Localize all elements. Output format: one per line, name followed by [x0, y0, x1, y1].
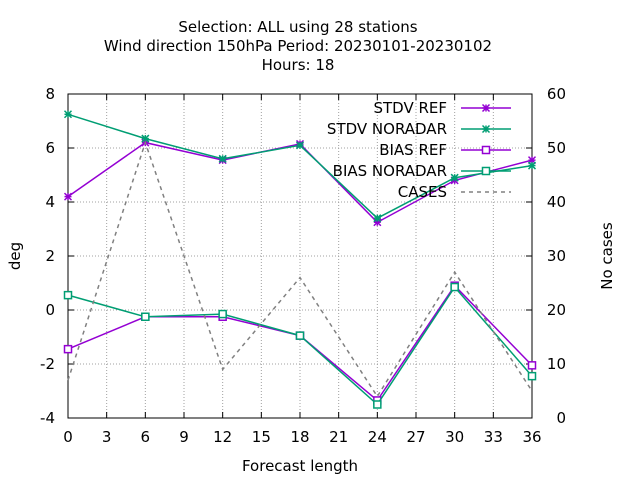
- legend-entry: BIAS REF: [379, 141, 511, 159]
- x-tick-label: 0: [63, 428, 73, 446]
- data-point: [63, 290, 73, 300]
- legend-label: BIAS NORADAR: [333, 162, 447, 180]
- series-layer: [63, 110, 537, 409]
- legend: STDV REF STDV NORADAR BIAS REF BIAS NORADAR…: [327, 99, 511, 201]
- y2-tick-label: 30: [547, 247, 566, 265]
- y2-tick-label: 60: [547, 85, 566, 103]
- legend-entry: CASES: [398, 183, 511, 201]
- x-tick-label: 33: [484, 428, 503, 446]
- legend-entry: STDV NORADAR: [327, 120, 511, 138]
- legend-label: STDV REF: [373, 99, 447, 117]
- y2-axis-label: No cases: [598, 222, 616, 290]
- data-point: [295, 331, 305, 340]
- y2-tick-label: 10: [547, 355, 566, 373]
- x-tick-label: 21: [329, 428, 348, 446]
- data-point: [141, 312, 150, 321]
- legend-label: STDV NORADAR: [327, 120, 447, 138]
- x-tick-label: 6: [141, 428, 151, 446]
- series: [63, 110, 537, 223]
- legend-entry: STDV REF: [373, 99, 511, 117]
- data-point: [527, 361, 537, 370]
- y-tick-label: -2: [40, 355, 55, 373]
- x-tick-label: 9: [179, 428, 189, 446]
- data-point: [527, 371, 537, 381]
- x-tick-label: 18: [290, 428, 309, 446]
- x-tick-label: 36: [522, 428, 541, 446]
- data-point: [481, 166, 491, 176]
- data-point: [481, 145, 491, 155]
- series-line: [67, 140, 533, 398]
- x-tick-label: 15: [252, 428, 271, 446]
- x-axis-label: Forecast length: [242, 457, 358, 475]
- x-tick-label: 3: [102, 428, 112, 446]
- title-line: Hours: 18: [262, 56, 335, 74]
- y-tick-label: 2: [45, 247, 55, 265]
- y-tick-label: 0: [45, 301, 55, 319]
- y-tick-label: 4: [45, 193, 55, 211]
- data-point: [218, 309, 227, 319]
- legend-label: BIAS REF: [379, 141, 447, 159]
- x-tick-label: 24: [368, 428, 387, 446]
- series: [63, 138, 537, 227]
- plot-frame: [67, 93, 533, 419]
- y-axis-label: deg: [6, 242, 24, 270]
- x-tick-label: 27: [406, 428, 425, 446]
- x-tick-label: 30: [445, 428, 464, 446]
- y-tick-label: -4: [40, 409, 55, 427]
- x-tick-label: 12: [213, 428, 232, 446]
- y2-tick-label: 0: [556, 409, 566, 427]
- title-line: Wind direction 150hPa Period: 20230101-2…: [104, 37, 492, 55]
- series: [67, 140, 533, 398]
- y2-tick-label: 50: [547, 139, 566, 157]
- y2-tick-label: 20: [547, 301, 566, 319]
- axis-ticks: 0 3 6 9 12 15 18 21 24 27 30 33 36-4-202468010203040…: [40, 85, 566, 446]
- title-line: Selection: ALL using 28 stations: [178, 18, 417, 36]
- y-tick-label: 6: [45, 139, 55, 157]
- y2-tick-label: 40: [547, 193, 566, 211]
- legend-label: CASES: [398, 183, 447, 201]
- y-tick-label: 8: [45, 85, 55, 103]
- data-point: [450, 282, 459, 292]
- data-point: [373, 400, 382, 409]
- data-point: [63, 344, 73, 354]
- series: [63, 282, 537, 409]
- legend-entry: BIAS NORADAR: [333, 162, 511, 180]
